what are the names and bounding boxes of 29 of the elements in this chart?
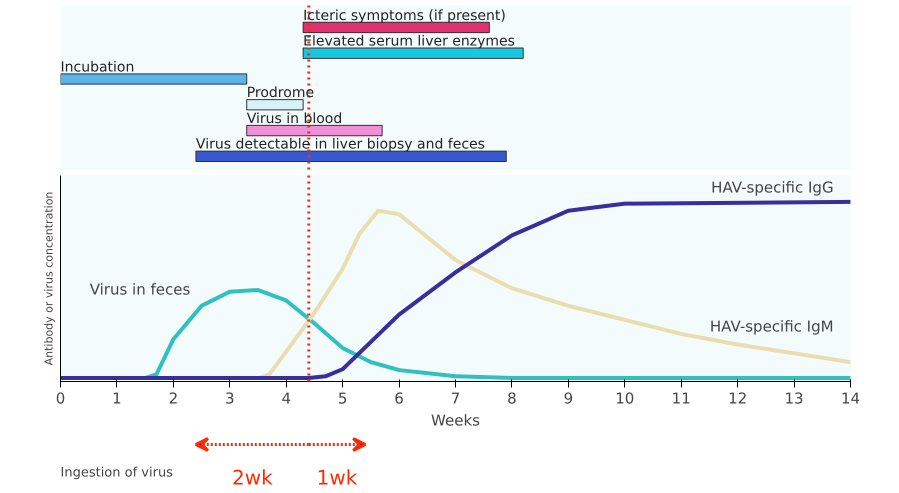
x-tick-label: 4: [281, 390, 291, 408]
x-tick-label: 5: [338, 390, 348, 408]
category-label: Icteric symptoms (if present): [303, 8, 506, 24]
category-label: Virus in blood: [246, 110, 342, 127]
text: Ingestion of virus: [60, 466, 174, 480]
x-tick-label: 12: [728, 390, 748, 408]
x-tick-label: 0: [56, 390, 66, 408]
x-tick-label: 9: [564, 390, 574, 408]
x-tick-label: 1: [112, 390, 122, 408]
category-label: Elevated serum liver enzymes: [303, 34, 515, 50]
x-axis-title: Weeks: [431, 412, 480, 430]
series-label: HAV-specific IgG: [711, 178, 834, 197]
text: 1wk: [316, 466, 358, 490]
x-tick-label: 2: [168, 390, 178, 408]
category-label: Prodrome: [246, 85, 314, 102]
series-label: HAV-specific IgM: [710, 318, 834, 336]
x-tick-label: 11: [672, 390, 691, 408]
text: 2wk: [232, 466, 274, 490]
x-tick-label: 10: [615, 390, 634, 408]
x-tick-label: 3: [225, 390, 235, 408]
y-axis-title: Antibody or virus concentration: [42, 192, 56, 366]
category-label: Incubation: [60, 59, 134, 76]
x-tick-label: 7: [450, 390, 460, 408]
x-tick-label: 8: [507, 390, 517, 408]
x-tick-label: 13: [784, 390, 804, 408]
category-label: Virus detectable in liver biopsy and feces: [196, 136, 485, 153]
x-tick-label: 14: [840, 390, 860, 408]
series-label: Virus in feces: [90, 280, 190, 299]
x-tick-label: 6: [394, 390, 404, 408]
